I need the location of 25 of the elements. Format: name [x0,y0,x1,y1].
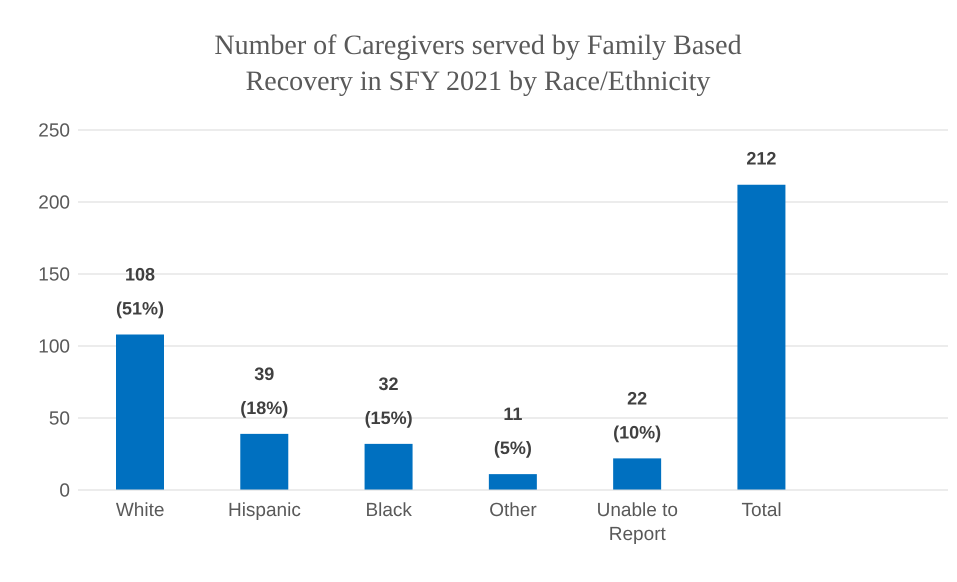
bar [240,434,288,490]
y-tick-label: 0 [59,480,70,502]
data-label: 39 (18%) [240,364,288,418]
y-tick-label: 50 [48,408,70,430]
y-tick-label: 200 [38,192,70,214]
bar [116,334,164,490]
y-tick-label: 150 [38,264,70,286]
x-tick-label: Unable to Report [596,500,678,545]
data-label: 32 (15%) [364,374,413,428]
bar [364,444,413,490]
x-tick-label: Total [742,500,782,521]
bar [488,474,537,490]
x-tick-label: Other [489,500,538,521]
data-label: 108 (51%) [116,264,164,318]
x-tick-label: Hispanic [228,500,301,521]
x-tick-label: White [116,500,164,521]
bar [613,458,662,490]
chart-title: Number of Caregivers served by Family Based Recovery in SFY 2021 by Race/Ethnicity [213,29,743,99]
y-tick-label: 250 [38,120,70,142]
bar [737,184,786,490]
x-tick-label: Black [365,500,412,521]
data-label: 22 (10%) [613,388,662,442]
data-label: 11 (5%) [494,404,532,458]
data-label: 212 [746,148,776,169]
y-tick-label: 100 [38,336,70,358]
